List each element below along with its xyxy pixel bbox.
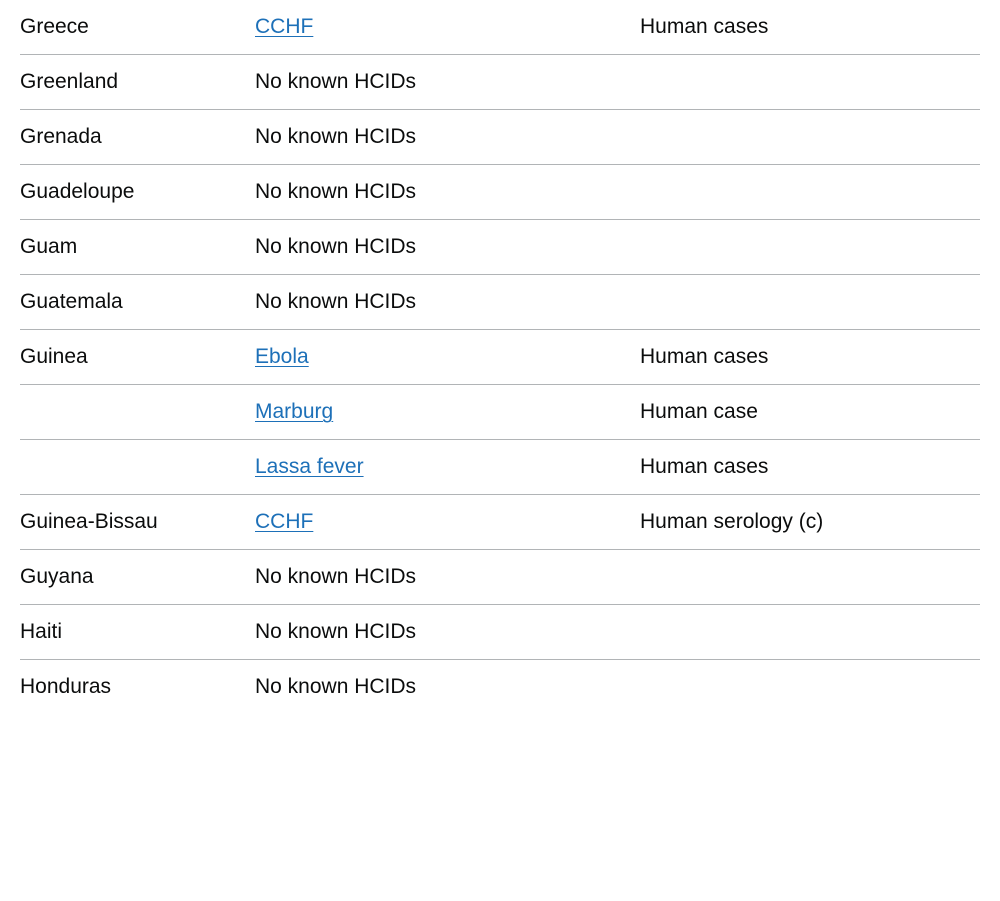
evidence-cell (640, 55, 980, 110)
table-row: GuadeloupeNo known HCIDs (20, 165, 980, 220)
evidence-cell (640, 605, 980, 660)
table-row: GuatemalaNo known HCIDs (20, 275, 980, 330)
evidence-cell (640, 165, 980, 220)
disease-link[interactable]: CCHF (255, 15, 313, 38)
table-row: Lassa fever Human cases (20, 440, 980, 495)
hcid-country-table-wrap: GreeceCCHFHuman casesGreenlandNo known H… (0, 0, 1000, 699)
table-row: HondurasNo known HCIDs (20, 660, 980, 700)
disease-cell: Marburg (255, 385, 640, 440)
disease-cell: No known HCIDs (255, 165, 640, 220)
country-cell: Guinea (20, 330, 255, 385)
evidence-cell (640, 110, 980, 165)
table-row: GreenlandNo known HCIDs (20, 55, 980, 110)
disease-cell: No known HCIDs (255, 55, 640, 110)
country-cell: Guam (20, 220, 255, 275)
evidence-cell: Human serology (c) (640, 495, 980, 550)
country-cell: Grenada (20, 110, 255, 165)
table-row: GuyanaNo known HCIDs (20, 550, 980, 605)
disease-cell: No known HCIDs (255, 605, 640, 660)
country-cell: Haiti (20, 605, 255, 660)
country-cell: Greenland (20, 55, 255, 110)
country-cell: Guyana (20, 550, 255, 605)
disease-cell: No known HCIDs (255, 550, 640, 605)
evidence-cell (640, 275, 980, 330)
country-cell: Honduras (20, 660, 255, 700)
evidence-cell: Human case (640, 385, 980, 440)
evidence-cell (640, 220, 980, 275)
table-row: GuamNo known HCIDs (20, 220, 980, 275)
table-row: HaitiNo known HCIDs (20, 605, 980, 660)
disease-cell: Ebola (255, 330, 640, 385)
evidence-cell: Human cases (640, 0, 980, 55)
country-cell: Guinea-Bissau (20, 495, 255, 550)
disease-cell: No known HCIDs (255, 660, 640, 700)
disease-cell: No known HCIDs (255, 110, 640, 165)
evidence-cell (640, 550, 980, 605)
evidence-cell (640, 660, 980, 700)
evidence-cell: Human cases (640, 440, 980, 495)
disease-cell: Lassa fever (255, 440, 640, 495)
table-row: Marburg Human case (20, 385, 980, 440)
country-cell: Guatemala (20, 275, 255, 330)
table-row: GuineaEbola Human cases (20, 330, 980, 385)
disease-cell: CCHF (255, 0, 640, 55)
evidence-cell: Human cases (640, 330, 980, 385)
hcid-country-table: GreeceCCHFHuman casesGreenlandNo known H… (20, 0, 980, 699)
country-cell (20, 385, 255, 440)
disease-cell: CCHF (255, 495, 640, 550)
table-row: Guinea-BissauCCHF Human serology (c) (20, 495, 980, 550)
country-cell: Guadeloupe (20, 165, 255, 220)
country-cell: Greece (20, 0, 255, 55)
table-row: GrenadaNo known HCIDs (20, 110, 980, 165)
disease-link[interactable]: Marburg (255, 400, 333, 423)
disease-cell: No known HCIDs (255, 220, 640, 275)
country-cell (20, 440, 255, 495)
table-row: GreeceCCHF Human cases (20, 0, 980, 55)
disease-link[interactable]: Lassa fever (255, 455, 364, 478)
disease-link[interactable]: Ebola (255, 345, 309, 368)
disease-cell: No known HCIDs (255, 275, 640, 330)
disease-link[interactable]: CCHF (255, 510, 313, 533)
